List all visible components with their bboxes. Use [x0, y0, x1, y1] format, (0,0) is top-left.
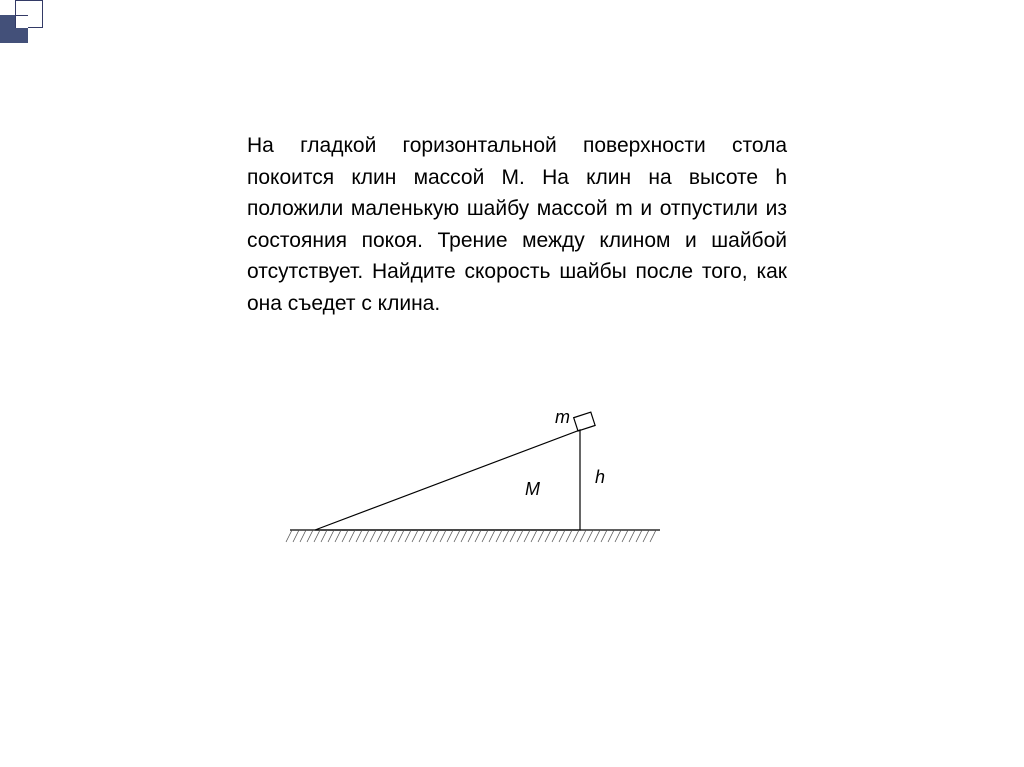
svg-text:m: m	[555, 407, 570, 427]
wedge-diagram: m Mh	[280, 405, 680, 575]
deco-square-overlap	[15, 15, 28, 28]
diagram-svg: m Mh	[280, 405, 680, 575]
content-block: На гладкой горизонтальной поверхности ст…	[247, 130, 787, 319]
svg-text:h: h	[595, 467, 605, 487]
corner-decoration	[0, 0, 60, 60]
svg-text:M: M	[525, 479, 540, 499]
problem-text: На гладкой горизонтальной поверхности ст…	[247, 130, 787, 319]
page: На гладкой горизонтальной поверхности ст…	[0, 0, 1024, 767]
